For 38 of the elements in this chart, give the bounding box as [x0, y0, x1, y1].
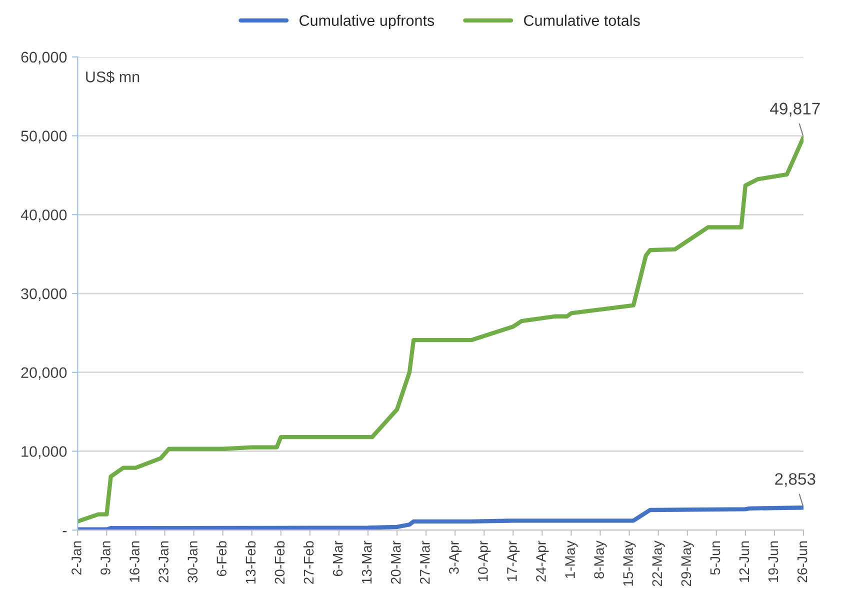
- x-tick-label: 27-Feb: [303, 541, 314, 584]
- y-tick-label: 50,000: [21, 130, 67, 144]
- x-tick-label: 29-May: [681, 540, 694, 586]
- x-tick-label: 26-Jun: [797, 541, 808, 582]
- x-tick-label: 12-Jun: [739, 541, 750, 582]
- x-tick-label: 15-May: [623, 540, 636, 586]
- x-tick-label: 17-Apr: [507, 540, 520, 582]
- x-tick-label: 9-Jan: [100, 541, 110, 575]
- x-tick-label: 24-Apr: [536, 540, 549, 582]
- y-tick-label: 40,000: [20, 210, 67, 222]
- x-tick-label: 1-May: [565, 540, 578, 578]
- x-tick-label: 20-Mar: [390, 540, 401, 584]
- x-tick-label: 8-May: [594, 540, 607, 579]
- y-tick-label: 60,000: [21, 52, 67, 64]
- legend-label: Cumulative totals: [524, 14, 640, 26]
- x-tick-label: 3-Apr: [448, 540, 462, 574]
- x-tick-label: 23-Jan: [158, 541, 168, 582]
- x-tick-label: 19-Jun: [768, 541, 778, 582]
- annotation: 49,817: [770, 102, 820, 116]
- x-tick-label: 10-Apr: [478, 540, 491, 582]
- y-tick-label: 10,000: [22, 446, 67, 459]
- x-tick-label: 5-Jun: [710, 541, 720, 575]
- x-tick-label: 16-Jan: [130, 541, 140, 582]
- y-tick-label: -: [62, 530, 67, 532]
- legend-label: Cumulative upfronts: [300, 14, 434, 29]
- annotation: US$ mn: [86, 70, 140, 84]
- x-tick-label: 13-Mar: [362, 540, 372, 584]
- x-tick-label: 6-Mar: [332, 540, 343, 576]
- y-tick-label: 30,000: [21, 288, 67, 301]
- x-tick-label: 2-Jan: [72, 541, 82, 575]
- x-tick-label: 22-May: [652, 540, 665, 586]
- x-tick-label: 30-Jan: [188, 541, 198, 582]
- x-tick-label: 6-Feb: [216, 541, 227, 576]
- x-tick-label: 27-Mar: [420, 540, 430, 584]
- annotation: 2,853: [775, 473, 816, 487]
- x-tick-label: 20-Feb: [274, 541, 285, 584]
- x-tick-label: 13-Feb: [245, 541, 256, 584]
- y-tick-label: 20,000: [21, 367, 67, 380]
